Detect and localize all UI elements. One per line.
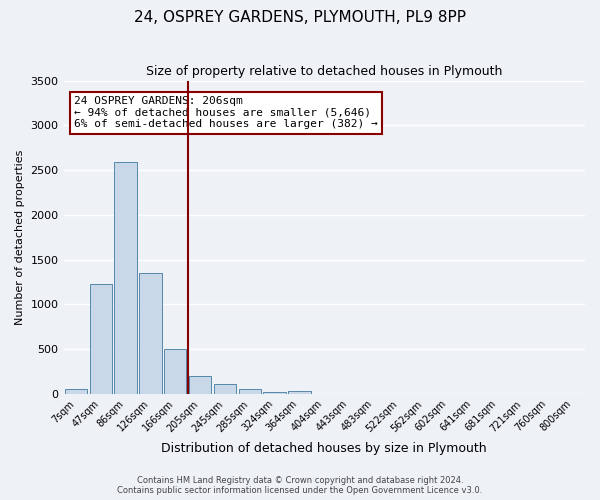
Text: Contains HM Land Registry data © Crown copyright and database right 2024.
Contai: Contains HM Land Registry data © Crown c…: [118, 476, 482, 495]
Bar: [115, 162, 137, 394]
Bar: [263, 392, 286, 394]
Bar: [239, 390, 261, 394]
Y-axis label: Number of detached properties: Number of detached properties: [15, 150, 25, 325]
Bar: [189, 376, 211, 394]
Bar: [89, 284, 112, 394]
Bar: [164, 349, 187, 394]
Bar: [288, 391, 311, 394]
Text: 24 OSPREY GARDENS: 206sqm
← 94% of detached houses are smaller (5,646)
6% of sem: 24 OSPREY GARDENS: 206sqm ← 94% of detac…: [74, 96, 378, 130]
Bar: [65, 390, 87, 394]
X-axis label: Distribution of detached houses by size in Plymouth: Distribution of detached houses by size …: [161, 442, 487, 455]
Bar: [214, 384, 236, 394]
Bar: [139, 273, 161, 394]
Title: Size of property relative to detached houses in Plymouth: Size of property relative to detached ho…: [146, 65, 502, 78]
Text: 24, OSPREY GARDENS, PLYMOUTH, PL9 8PP: 24, OSPREY GARDENS, PLYMOUTH, PL9 8PP: [134, 10, 466, 25]
